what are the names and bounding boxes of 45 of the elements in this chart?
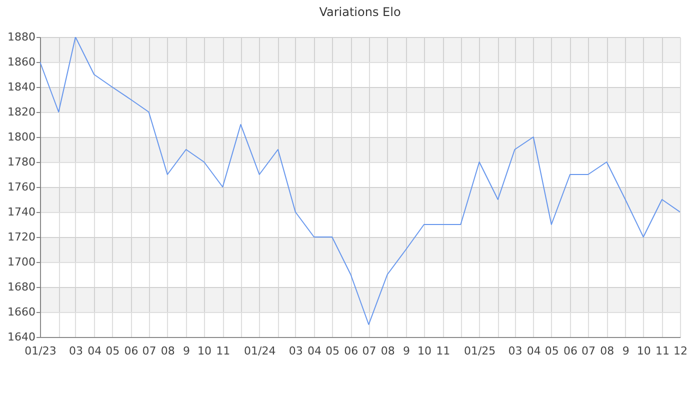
x-tick-label: 04 <box>308 344 322 358</box>
x-tick-label: 9 <box>402 344 410 358</box>
x-tick-label: 03 <box>288 344 303 358</box>
x-tick-label: 10 <box>418 344 432 358</box>
x-tick-label: 03 <box>68 344 83 358</box>
x-tick-label: 04 <box>88 344 102 358</box>
x-tick-label: 06 <box>564 344 578 358</box>
x-tick-label: 08 <box>160 344 175 358</box>
x-tick-label: 11 <box>216 344 230 358</box>
y-tick-label: 1660 <box>8 306 36 318</box>
x-tick-label: 06 <box>124 344 138 358</box>
x-tick-label: 12 <box>674 344 688 358</box>
x-tick-label: 07 <box>582 344 596 358</box>
x-tick-label: 08 <box>600 344 614 358</box>
y-tick-label: 1700 <box>8 256 36 268</box>
x-tick-label: 10 <box>198 344 212 358</box>
y-tick-label: 1740 <box>8 206 36 218</box>
x-tick-label: 01/25 <box>464 344 496 358</box>
x-tick-label: 10 <box>636 344 651 358</box>
x-tick-label: 03 <box>508 344 522 358</box>
x-tick-label: 05 <box>106 344 120 358</box>
x-tick-label: 9 <box>622 344 630 358</box>
y-tick-label: 1760 <box>8 180 36 194</box>
x-tick-label: 01/24 <box>244 344 276 358</box>
y-tick-label: 1800 <box>8 130 36 144</box>
y-tick-label: 1780 <box>8 156 36 168</box>
x-tick-label: 05 <box>544 344 559 358</box>
x-tick-label: 06 <box>344 344 358 358</box>
y-tick-label: 1680 <box>8 280 36 294</box>
y-tick-label: 1640 <box>8 330 36 344</box>
x-tick-label: 04 <box>526 344 541 358</box>
x-tick-label: 08 <box>380 344 395 358</box>
x-tick-label: 05 <box>326 344 340 358</box>
y-tick-label: 1860 <box>8 56 36 68</box>
y-tick-label: 1840 <box>8 80 36 94</box>
x-tick-label: 07 <box>362 344 376 358</box>
y-tick-label: 1720 <box>8 230 36 244</box>
x-tick-label: 9 <box>183 344 190 358</box>
y-tick-label: 1880 <box>8 30 36 44</box>
y-tick-label: 1820 <box>8 106 36 118</box>
x-tick-label: 01/23 <box>24 344 56 358</box>
x-tick-label: 11 <box>655 344 670 358</box>
chart-title: Variations Elo <box>319 5 401 19</box>
x-tick-label: 07 <box>142 344 156 358</box>
x-tick-label: 11 <box>436 344 450 358</box>
